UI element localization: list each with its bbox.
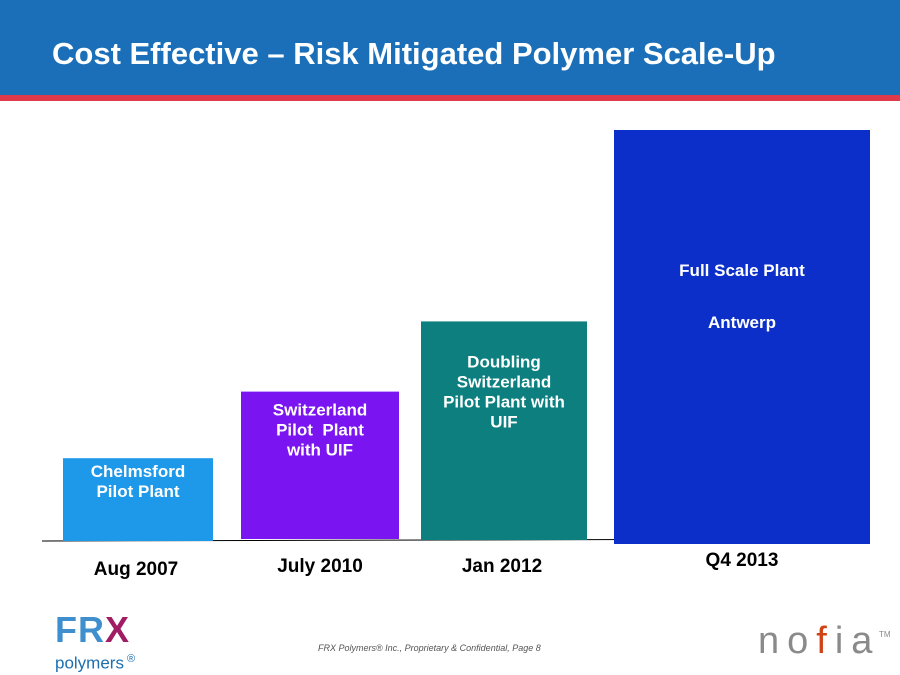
bar-2-label-line: Pilot Plant (276, 421, 364, 440)
nofia-logo: nofia (758, 620, 881, 662)
bar-3-label-line: UIF (490, 412, 517, 431)
bar-1-label-line: Pilot Plant (96, 482, 179, 501)
bar-2-label-line: with UIF (286, 441, 353, 460)
bar-1 (63, 458, 213, 541)
header-stripe (0, 95, 900, 101)
footer-confidential-text: FRX Polymers® Inc., Proprietary & Confid… (318, 643, 541, 653)
bar-4 (614, 130, 870, 544)
bar-4-label-line: Antwerp (708, 313, 776, 332)
x-tick-label: Q4 2013 (706, 550, 779, 571)
bar-2 (241, 391, 399, 539)
bar-3-label-line: Pilot Plant with (443, 392, 565, 411)
frx-polymers-logo: FRX polymers ® (55, 612, 135, 673)
bar-4-label-line: Full Scale Plant (679, 261, 805, 280)
x-tick-label: Jan 2012 (462, 556, 542, 577)
x-tick-label: July 2010 (277, 556, 363, 577)
header-bar (0, 0, 900, 95)
bar-3 (421, 321, 587, 540)
nofia-trademark: TM (879, 630, 891, 639)
bar-1-label-line: Chelmsford (91, 462, 185, 481)
frx-wordmark: FRX (55, 609, 131, 650)
polymers-wordmark: polymers ® (55, 653, 136, 673)
slide-title: Cost Effective – Risk Mitigated Polymer … (52, 36, 776, 71)
bar-2-label-line: Switzerland (273, 401, 367, 420)
bar-3-label-line: Doubling (467, 352, 541, 371)
bar-3-label-line: Switzerland (457, 372, 551, 391)
x-tick-label: Aug 2007 (94, 559, 178, 580)
